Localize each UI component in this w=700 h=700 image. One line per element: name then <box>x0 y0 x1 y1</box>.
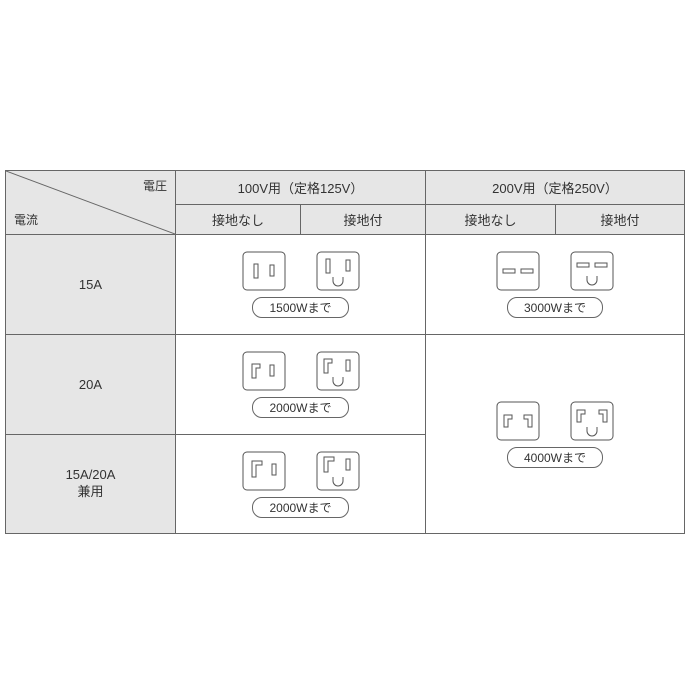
wattage-3000: 3000Wまで <box>507 297 603 318</box>
outlet-15a-200v-ground-icon <box>570 251 614 291</box>
cell-1520a-100v: 2000Wまで <box>175 434 425 534</box>
outlet-15a-100v-noground-icon <box>242 251 286 291</box>
outlet-20a-100v-noground-icon <box>242 351 286 391</box>
outlet-15a-100v-ground-icon <box>316 251 360 291</box>
outlet-20a-200v-ground-icon <box>570 401 614 441</box>
wattage-1500: 1500Wまで <box>252 297 348 318</box>
outlet-1520a-100v-ground-icon <box>316 451 360 491</box>
row-label-15a: 15A <box>5 234 175 334</box>
col-header-100v: 100V用（定格125V） <box>175 170 425 204</box>
wattage-2000-b: 2000Wまで <box>252 497 348 518</box>
subcol-200v-ground: 接地付 <box>555 204 685 234</box>
outlet-20a-100v-ground-icon <box>316 351 360 391</box>
wattage-2000-a: 2000Wまで <box>252 397 348 418</box>
cell-15a-100v: 1500Wまで <box>175 234 425 334</box>
outlet-spec-table: 電圧 電流 100V用（定格125V） 200V用（定格250V） 接地なし 接… <box>5 170 695 534</box>
subcol-100v-ground: 接地付 <box>300 204 425 234</box>
cell-20a-100v: 2000Wまで <box>175 334 425 434</box>
current-axis-label: 電流 <box>14 211 38 228</box>
voltage-axis-label: 電圧 <box>143 177 167 194</box>
subcol-100v-noground: 接地なし <box>175 204 300 234</box>
cell-20a-1520a-200v: 4000Wまで <box>425 334 685 534</box>
header-diagonal-cell: 電圧 電流 <box>5 170 175 234</box>
row-label-15a20a: 15A/20A 兼用 <box>5 434 175 534</box>
outlet-1520a-100v-noground-icon <box>242 451 286 491</box>
row-label-15a20a-line1: 15A/20A <box>66 467 116 484</box>
subcol-200v-noground: 接地なし <box>425 204 555 234</box>
outlet-15a-200v-noground-icon <box>496 251 540 291</box>
outlet-20a-200v-noground-icon <box>496 401 540 441</box>
col-header-200v: 200V用（定格250V） <box>425 170 685 204</box>
cell-15a-200v: 3000Wまで <box>425 234 685 334</box>
row-label-15a20a-line2: 兼用 <box>77 484 103 501</box>
row-label-20a: 20A <box>5 334 175 434</box>
wattage-4000: 4000Wまで <box>507 447 603 468</box>
